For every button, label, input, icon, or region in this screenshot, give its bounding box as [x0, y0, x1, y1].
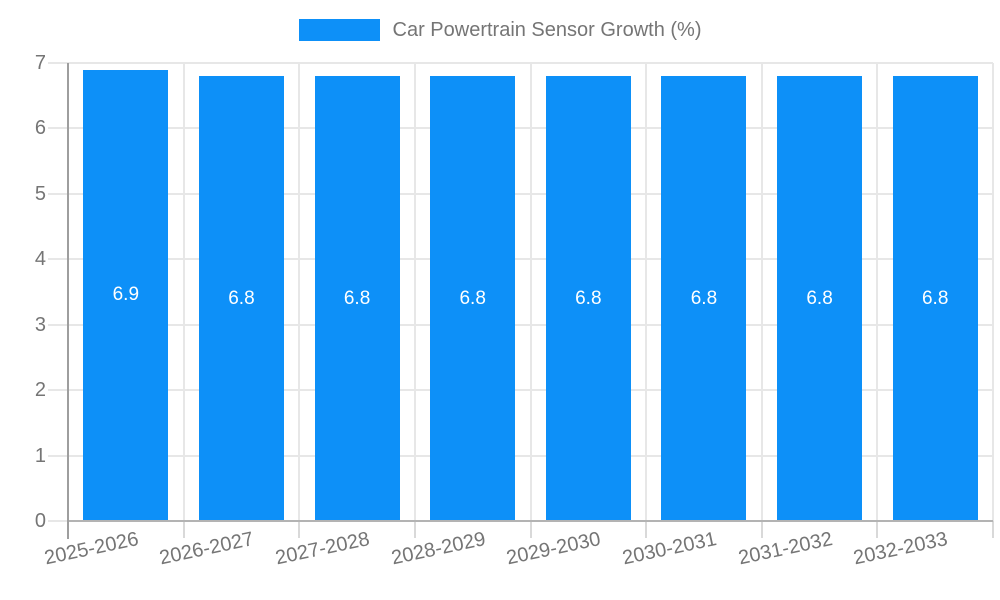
y-tick: [48, 258, 68, 261]
y-tick: [48, 520, 68, 522]
x-tick: [182, 521, 185, 538]
y-tick: [48, 62, 68, 64]
y-tick-label: 2: [34, 379, 46, 402]
bar: [661, 76, 747, 521]
x-tick: [529, 521, 532, 538]
y-tick-label: 4: [34, 248, 46, 271]
bar: [545, 76, 631, 521]
bar: [430, 76, 516, 521]
bar-value-label: 6.8: [343, 287, 371, 309]
x-gridline: [298, 63, 301, 521]
bar-value-label: 6.8: [575, 287, 602, 309]
x-gridline: [182, 63, 185, 521]
x-tick: [298, 521, 301, 538]
x-tick: [992, 521, 994, 538]
x-axis-line: [68, 520, 993, 522]
x-tick: [760, 521, 763, 538]
chart-title: Car Powertrain Sensor Growth (%): [392, 19, 702, 41]
y-tick-label: 5: [34, 182, 46, 205]
bar: [198, 76, 284, 521]
y-tick-label: 6: [34, 117, 46, 140]
bar-value-label: 6.8: [228, 287, 255, 309]
y-tick-label: 0: [34, 510, 46, 532]
x-gridline: [760, 63, 763, 521]
bar-value-label: 6.8: [459, 287, 486, 309]
bar-value-label: 6.8: [921, 287, 949, 309]
bar-value-label: 6.8: [690, 287, 718, 309]
x-gridline: [645, 63, 648, 521]
legend-swatch: [298, 19, 380, 41]
bar: [777, 76, 863, 521]
bar-value-label: 6.8: [806, 287, 833, 309]
bar: [314, 76, 400, 521]
bar: [892, 76, 978, 521]
y-tick-label: 3: [34, 313, 46, 336]
chart-legend: Car Powertrain Sensor Growth (%): [0, 18, 1000, 42]
bar: [83, 69, 169, 521]
x-gridline: [876, 63, 879, 521]
bar-value-label: 6.9: [112, 284, 140, 306]
y-tick-label: 1: [34, 444, 46, 467]
y-tick: [48, 323, 68, 326]
x-gridline: [992, 63, 994, 521]
y-tick-label: 7: [34, 52, 46, 74]
y-tick: [48, 389, 68, 392]
x-tick: [645, 521, 648, 538]
x-tick: [413, 521, 416, 538]
y-axis-line: [67, 63, 69, 539]
x-tick: [876, 521, 879, 538]
y-tick: [48, 127, 68, 130]
y-tick: [48, 192, 68, 195]
y-tick: [48, 454, 68, 457]
x-gridline: [529, 63, 532, 521]
x-gridline: [413, 63, 416, 521]
